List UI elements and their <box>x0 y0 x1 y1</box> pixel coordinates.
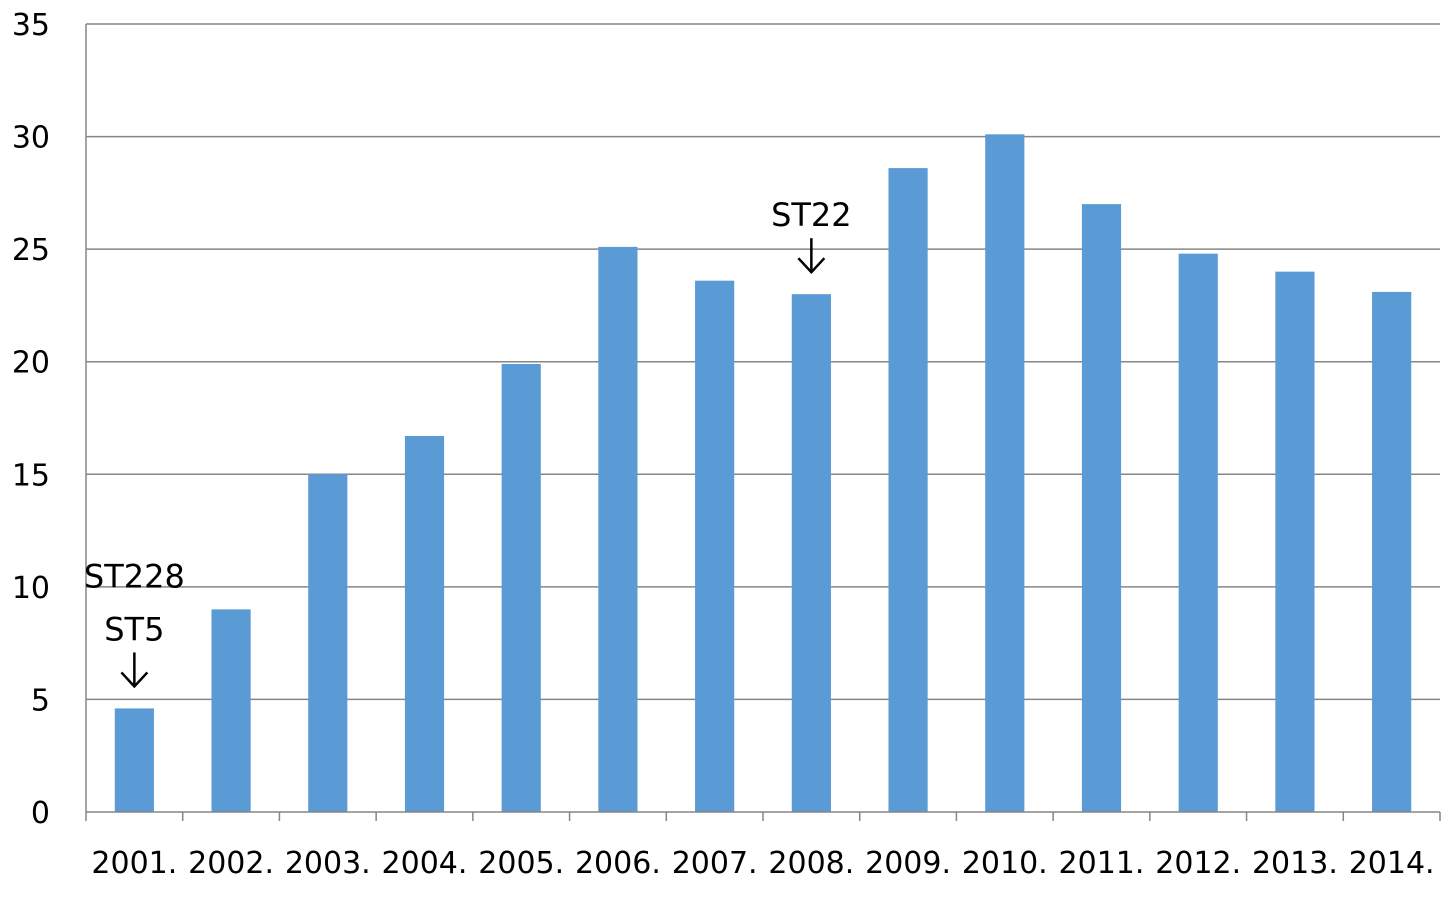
bars <box>114 134 1412 813</box>
x-tick-label: 2001. <box>91 846 177 881</box>
x-tick-label: 2013. <box>1252 846 1338 881</box>
gridlines <box>86 23 1440 701</box>
bar <box>1178 253 1218 812</box>
down-arrow-icon <box>797 238 826 275</box>
bar <box>1081 204 1122 813</box>
axes <box>85 24 1441 821</box>
x-tick-label: 2014. <box>1349 846 1435 881</box>
annotation-label: ST228 <box>84 557 185 595</box>
x-tick-label: 2011. <box>1059 846 1145 881</box>
y-axis-ticks: 0 5 10 15 20 25 30 35 <box>12 8 50 831</box>
bar <box>308 474 348 812</box>
y-tick-label: 10 <box>12 571 50 606</box>
bar <box>598 246 638 813</box>
bar <box>501 363 541 812</box>
y-tick-label: 25 <box>12 233 50 268</box>
x-tick-label: 2010. <box>962 846 1048 881</box>
x-tick-label: 2004. <box>382 846 468 881</box>
x-tick-label: 2006. <box>575 846 661 881</box>
bar <box>985 134 1025 812</box>
bar <box>695 280 735 813</box>
y-tick-label: 0 <box>31 796 50 831</box>
bar <box>404 436 445 812</box>
x-tick-label: 2002. <box>188 846 274 881</box>
x-tick-label: 2009. <box>865 846 951 881</box>
bar <box>1275 271 1315 813</box>
x-tick-label: 2012. <box>1155 846 1241 881</box>
y-tick-label: 15 <box>12 458 50 493</box>
x-axis-ticks: 2001. 2002. 2003. 2004. 2005. 2006. 2007. 2008.… <box>91 846 1434 881</box>
x-tick-label: 2003. <box>285 846 371 881</box>
annotations: ST228 ST5 ST22 <box>84 196 852 689</box>
annotation-label: ST5 <box>104 610 164 648</box>
bar <box>1372 291 1412 812</box>
y-tick-label: 5 <box>31 683 50 718</box>
x-tick-label: 2007. <box>672 846 758 881</box>
annotation-label: ST22 <box>771 196 852 234</box>
bar <box>888 168 928 812</box>
y-tick-label: 35 <box>12 8 50 43</box>
down-arrow-icon <box>120 652 149 689</box>
y-tick-label: 20 <box>12 346 50 381</box>
arrow-head <box>797 257 826 275</box>
bar <box>791 294 831 813</box>
x-tick-label: 2008. <box>768 846 854 881</box>
bar <box>114 708 154 812</box>
bar <box>211 609 251 812</box>
x-tick-label: 2005. <box>478 846 564 881</box>
y-tick-label: 30 <box>12 121 50 156</box>
arrow-head <box>120 671 149 689</box>
